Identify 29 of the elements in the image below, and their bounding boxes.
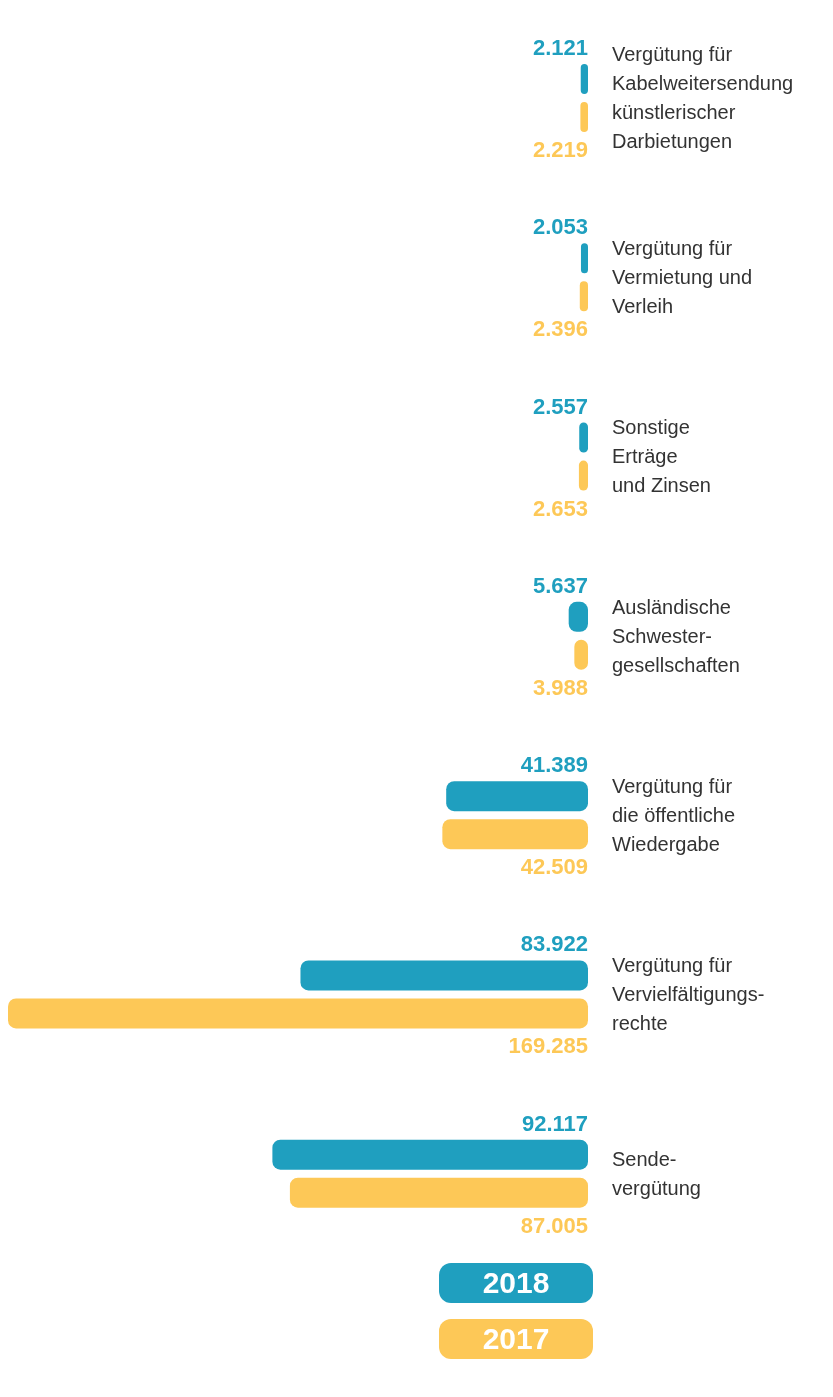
bar [289,1177,588,1208]
data-label: 92.117 [521,1110,588,1136]
data-label: 169.285 [508,1033,588,1059]
y-tick-label: Vergütung für Vervielfältigungs- rechte [612,954,765,1035]
bar [442,819,588,850]
y-tick-label: Ausländische Schwester- gesellschaften [612,595,740,676]
data-label: 2.396 [532,316,588,342]
bar [272,1139,588,1170]
data-label: 2.653 [532,495,588,521]
y-tick-label: Vergütung für Vermietung und Verleih [612,236,753,317]
data-label: 83.922 [520,931,588,957]
data-label: 2.121 [532,35,588,60]
text: 2017 [439,1319,593,1359]
data-label: 2.053 [532,214,588,240]
data-label: 5.637 [532,572,588,598]
bar [446,781,588,812]
data-label: 42.509 [520,854,588,880]
data-label: 87.005 [520,1212,588,1238]
y-tick-label: Vergütung für Kabelweitersendung künstlerischer Darbietungen [612,43,794,153]
bar [300,960,588,991]
bar [8,998,588,1029]
text: 2018 [439,1263,593,1303]
y-tick-label: Sonstige Erträge und Zinsen [612,416,711,497]
data-label: 3.988 [532,674,588,700]
data-label: 41.389 [520,752,588,778]
y-tick-label: Sende- vergütung [612,1147,701,1199]
data-label: 2.219 [532,137,588,162]
y-tick-label: Vergütung für die öffentliche Wiedergabe [612,774,736,855]
data-label: 2.557 [532,393,588,419]
